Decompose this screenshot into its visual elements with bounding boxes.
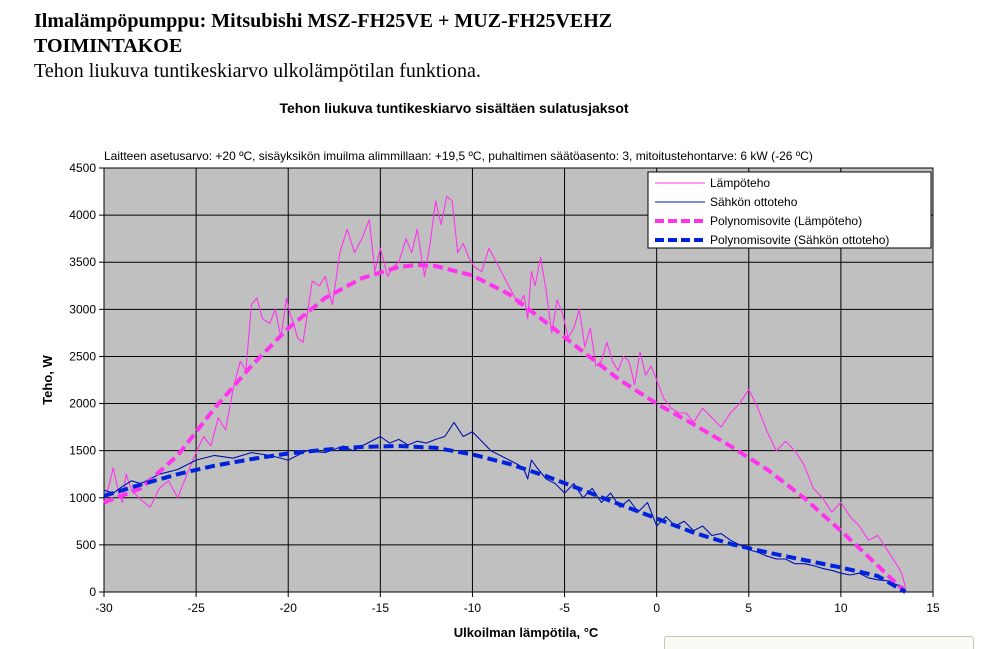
tick-label-x: 10 (834, 601, 848, 615)
x-axis-label: Ulkoilman lämpötila, °C (454, 625, 599, 640)
page-frame-edge (664, 636, 974, 649)
document-description: Tehon liukuva tuntikeskiarvo ulkolämpöti… (34, 60, 481, 82)
tick-label-x: -25 (187, 601, 205, 615)
legend-item-sahkon-ottoteho: Sähkön ottoteho (710, 195, 798, 209)
y-axis-label: Teho, W (40, 354, 55, 404)
legend-item-lampoteho: Lämpöteho (710, 176, 770, 190)
axis-ticks: 0 500 1000 1500 2000 2500 3000 3500 4000 4500 -30 -… (69, 161, 940, 615)
legend-item-polynomisovite-sahko: Polynomisovite (Sähkön ottoteho) (710, 233, 889, 247)
series-layer (103, 195, 907, 594)
document-title: Ilmalämpöpumppu: Mitsubishi MSZ-FH25VE +… (34, 10, 613, 32)
tick-label-x: -10 (464, 601, 482, 615)
tick-label-y: 0 (89, 585, 96, 599)
tick-label-x: 0 (653, 601, 660, 615)
tick-label-y: 3500 (69, 255, 96, 269)
tick-label-y: 1500 (69, 444, 96, 458)
tick-label-x: -5 (559, 601, 570, 615)
chart-title: Tehon liukuva tuntikeskiarvo sisältäen s… (279, 100, 628, 116)
tick-label-x: -20 (280, 601, 298, 615)
tick-label-y: 4500 (69, 161, 96, 175)
chart-subtitle: Laitteen asetusarvo: +20 ºC, sisäyksikön… (104, 149, 813, 163)
tick-label-x: -15 (372, 601, 390, 615)
tick-label-x: 5 (745, 601, 752, 615)
legend-box (647, 171, 932, 249)
document-subtitle: TOIMINTAKOE (34, 35, 183, 57)
legend-item-polynomisovite-lampoteho: Polynomisovite (Lämpöteho) (710, 214, 862, 228)
series-polynomisovite-sahko-line (103, 444, 907, 594)
legend: Lämpöteho Sähkön ottoteho Polynomisovite (… (647, 171, 932, 249)
tick-label-y: 2000 (69, 397, 96, 411)
tick-label-y: 500 (76, 538, 96, 552)
tick-label-y: 4000 (69, 208, 96, 222)
tick-label-y: 1000 (69, 491, 96, 505)
series-polynomisovite-lampoteho-line (103, 263, 907, 594)
tick-label-x: -30 (95, 601, 113, 615)
tick-label-y: 2500 (69, 349, 96, 363)
tick-label-x: 15 (926, 601, 940, 615)
tick-label-y: 3000 (69, 302, 96, 316)
